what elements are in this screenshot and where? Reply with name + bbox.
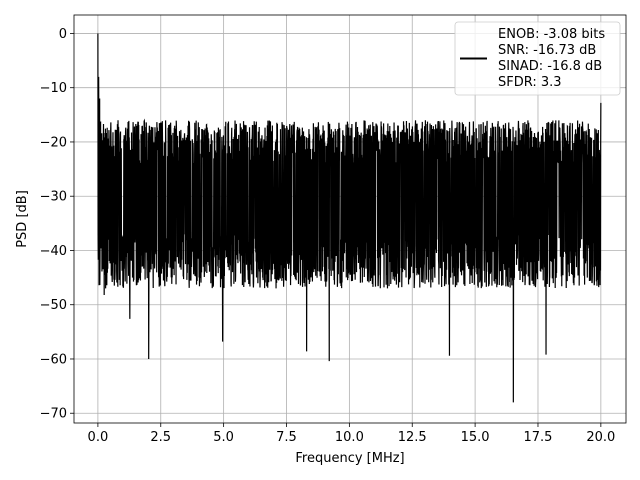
- y-tick-label: −10: [40, 81, 67, 96]
- x-tick-label: 17.5: [524, 430, 553, 445]
- legend-line: SFDR: 3.3: [498, 75, 562, 90]
- legend-line: SINAD: -16.8 dB: [498, 59, 602, 74]
- y-axis-label: PSD [dB]: [15, 190, 30, 248]
- x-tick-label: 2.5: [150, 430, 171, 445]
- y-axis: 0 −10 −20 −30 −40 −50 −60 −70: [40, 27, 74, 422]
- legend-box: [454, 21, 621, 96]
- x-axis-label: Frequency [MHz]: [295, 451, 404, 466]
- y-tick-label: −40: [40, 244, 67, 259]
- x-tick-label: 5.0: [213, 430, 234, 445]
- x-axis: 0.0 2.5 5.0 7.5 10.0 12.5 15.0 17.5 20.0: [88, 423, 615, 445]
- series-layer: [97, 33, 602, 403]
- y-tick-label: −30: [40, 190, 67, 205]
- y-tick-label: 0: [59, 27, 67, 42]
- plot-frame: [73, 14, 627, 424]
- y-tick-label: −50: [40, 298, 67, 313]
- legend: ENOB: -3.08 bits SNR: -16.73 dB SINAD: -16…: [454, 21, 621, 96]
- x-tick-label: 7.5: [276, 430, 297, 445]
- psd-series-line: [97, 33, 602, 403]
- x-tick-label: 10.0: [335, 430, 364, 445]
- x-tick-label: 12.5: [398, 430, 427, 445]
- y-tick-label: −70: [40, 407, 67, 422]
- y-tick-label: −20: [40, 135, 67, 150]
- legend-line: SNR: -16.73 dB: [498, 43, 596, 58]
- x-tick-label: 15.0: [461, 430, 490, 445]
- x-tick-label: 0.0: [88, 430, 109, 445]
- legend-entry: ENOB: -3.08 bits SNR: -16.73 dB SINAD: -16…: [498, 27, 605, 90]
- legend-line: ENOB: -3.08 bits: [498, 27, 605, 42]
- y-tick-label: −60: [40, 352, 67, 367]
- x-tick-label: 20.0: [586, 430, 615, 445]
